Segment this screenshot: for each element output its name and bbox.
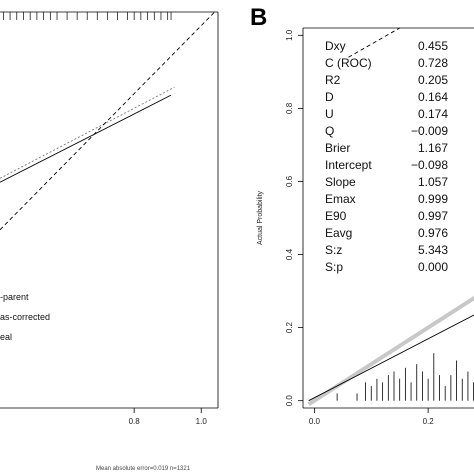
panel-a-lines	[0, 11, 215, 231]
stat-value: 1.167	[418, 141, 448, 155]
panel-b: B 0.0 0.2 0.4 0.6 0.8 1.0 0.0 0.2 Actual Proba…	[250, 4, 474, 426]
stat-label: Q	[325, 124, 334, 138]
y-tick-label: 0.4	[285, 248, 294, 260]
panel-b-y-label: Actual Probability	[257, 190, 264, 245]
legend-entry: -parent	[0, 292, 29, 302]
y-tick-label: 0.8	[285, 102, 294, 114]
stat-label: U	[325, 107, 334, 121]
stat-value: 0.976	[418, 226, 448, 240]
stat-value: 0.728	[418, 56, 448, 70]
stat-value: 0.455	[418, 39, 448, 53]
legend-entry: as-corrected	[0, 312, 50, 322]
stat-label: S:p	[325, 260, 343, 274]
stat-label: R2	[325, 73, 341, 87]
panel-b-letter: B	[250, 4, 267, 31]
stat-label: Slope	[325, 175, 356, 189]
legend-entry: eal	[0, 332, 12, 342]
y-tick-label: 1.0	[285, 29, 294, 41]
stat-label: C (ROC)	[325, 56, 372, 70]
stat-value: 0.174	[418, 107, 448, 121]
series-line	[308, 314, 474, 402]
stat-value: 0.164	[418, 90, 448, 104]
series-line	[348, 27, 400, 58]
stat-value: 0.999	[418, 192, 448, 206]
series-line	[0, 11, 215, 231]
stat-label: S:z	[325, 243, 342, 257]
stat-label: Intercept	[325, 158, 372, 172]
stat-value: −0.009	[411, 124, 448, 138]
y-tick-label: 0.2	[285, 322, 294, 334]
panel-b-lines	[307, 27, 474, 407]
stat-label: Dxy	[325, 39, 346, 53]
panel-b-y-ticks: 0.0 0.2 0.4 0.6 0.8 1.0	[285, 29, 303, 406]
panel-a-footer: Mean absolute error=0.019 n=1321	[96, 466, 191, 472]
stat-value: 1.057	[418, 175, 448, 189]
panel-a-rug	[3, 12, 172, 20]
panel-a: 0.8 1.0 -parent as-corrected eal Mean absol…	[0, 11, 219, 472]
panel-b-histogram	[336, 353, 474, 401]
stat-value: 0.997	[418, 209, 448, 223]
x-tick-label: 0.2	[423, 417, 435, 426]
stat-label: Brier	[325, 141, 350, 155]
series-line	[0, 86, 175, 179]
x-tick-label: 0.8	[129, 417, 141, 426]
panel-b-stats-table: Dxy 0.455 C (ROC) 0.728 R2 0.205 D 0.164 U 0.174 Q…	[325, 39, 448, 274]
stat-value: 0.205	[418, 73, 448, 87]
x-tick-label: 0.0	[309, 417, 321, 426]
y-tick-label: 0.0	[285, 395, 294, 407]
stat-value: 5.343	[418, 243, 448, 257]
panel-a-legend: -parent as-corrected eal	[0, 292, 50, 342]
stat-value: −0.098	[411, 158, 448, 172]
panel-b-x-ticks: 0.0 0.2	[309, 408, 434, 426]
x-tick-label: 1.0	[196, 417, 208, 426]
stat-label: Eavg	[325, 226, 352, 240]
stat-label: Emax	[325, 192, 356, 206]
series-line	[0, 94, 172, 183]
panel-a-x-ticks: 0.8 1.0	[129, 408, 208, 426]
stat-label: E90	[325, 209, 347, 223]
stat-value: 0.000	[418, 260, 448, 274]
y-tick-label: 0.6	[285, 175, 294, 187]
stat-label: D	[325, 90, 334, 104]
